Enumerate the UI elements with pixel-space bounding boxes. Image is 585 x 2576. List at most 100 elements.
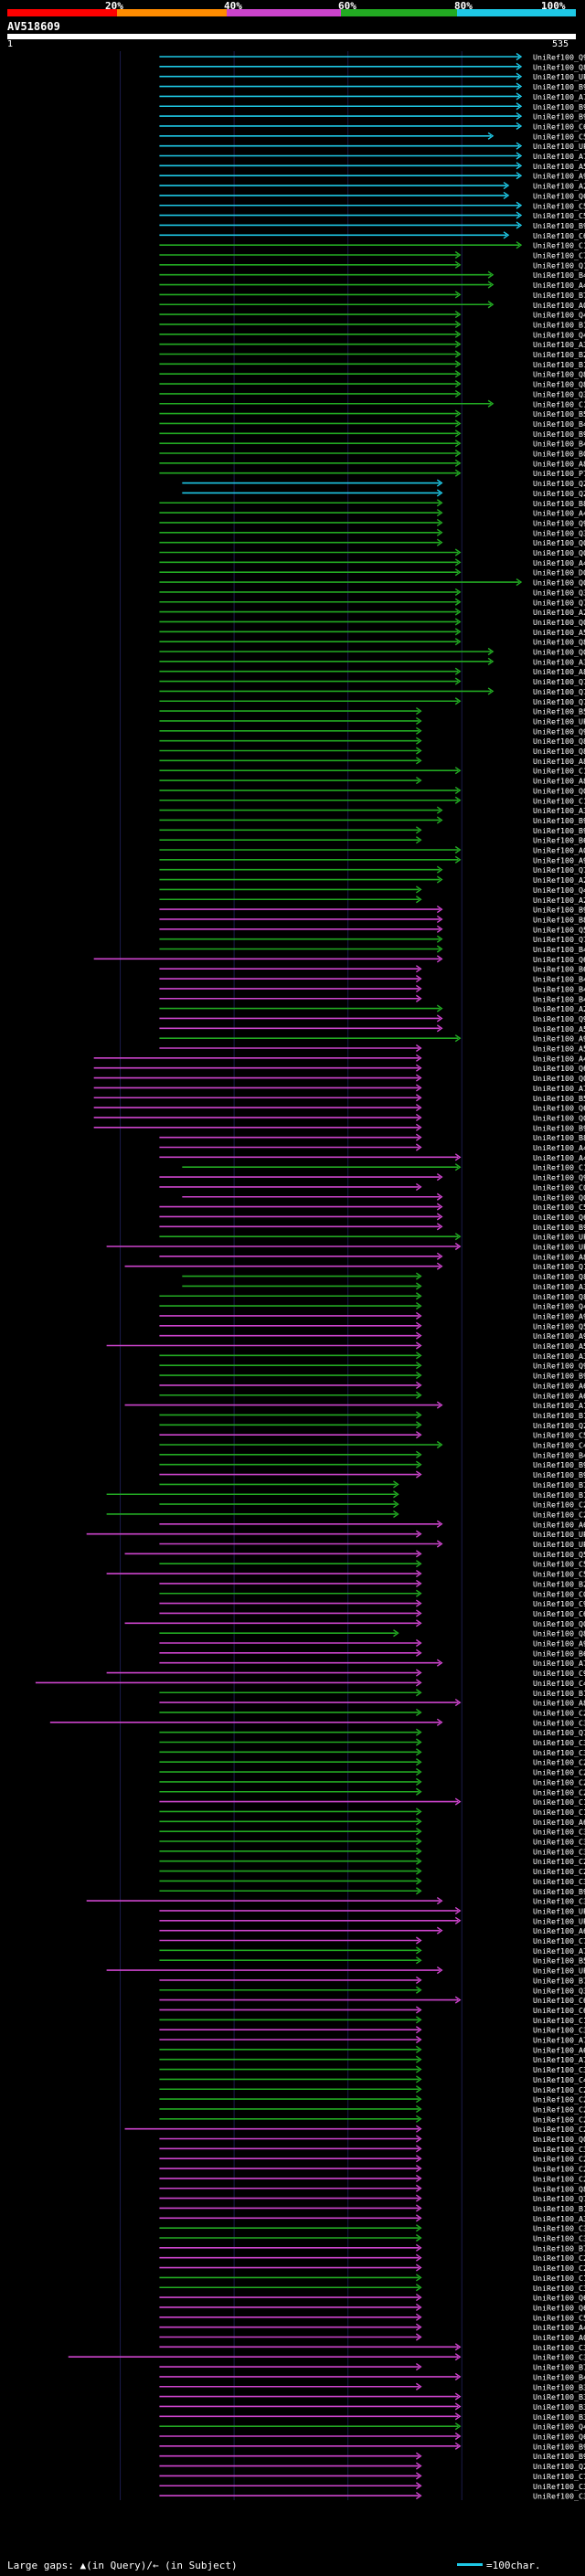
hit-row[interactable]: UniRef100_Q2J8H0 (182, 479, 585, 488)
hit-label[interactable]: UniRef100_UP1000.. (533, 142, 585, 151)
hit-row[interactable]: UniRef100_Q654D3 (159, 191, 585, 200)
hit-label[interactable]: UniRef100_Q6HCW3 (533, 2433, 585, 2442)
hit-row[interactable]: UniRef100_A8IU24 (159, 1252, 585, 1261)
hit-label[interactable]: UniRef100_Q9L2F3 (533, 1014, 585, 1023)
hit-label[interactable]: UniRef100_A1N6Z4 (533, 1401, 585, 1410)
hit-row[interactable]: UniRef100_C3AHW7 (49, 1718, 585, 1727)
hit-label[interactable]: UniRef100_C2Z5A9 (533, 2095, 585, 2104)
hit-row[interactable]: UniRef100_UP1000.. (159, 142, 585, 151)
hit-row[interactable]: UniRef100_A4YGZ9 (159, 281, 585, 290)
hit-label[interactable]: UniRef100_Q7VRB5 (533, 598, 585, 607)
hit-row[interactable]: UniRef100_A4S924 (159, 509, 585, 518)
hit-label[interactable]: UniRef100_Q4C2J4 (533, 330, 585, 339)
hit-label[interactable]: UniRef100_A4IJV1 (533, 2323, 585, 2332)
hit-label[interactable]: UniRef100_Q3ETH3 (533, 1986, 585, 1995)
hit-label[interactable]: UniRef100_Q05YH5 (533, 648, 585, 657)
hit-label[interactable]: UniRef100_C6PZ46 (533, 1996, 585, 2005)
hit-row[interactable]: UniRef100_C3PUR4 (159, 2343, 585, 2352)
hit-row[interactable]: UniRef100_Q4MY31 (159, 2422, 585, 2432)
hit-label[interactable]: UniRef100_C5XKZ1 (533, 211, 585, 220)
hit-row[interactable]: UniRef100_Q62539 (159, 1213, 585, 1222)
hit-label[interactable]: UniRef100_Q60039 (533, 1104, 585, 1113)
hit-row[interactable]: UniRef100_C2S077 (124, 2125, 585, 2134)
hit-row[interactable]: UniRef100_UP1000.. (159, 1916, 585, 1925)
hit-row[interactable]: UniRef100_C5Z315 (159, 201, 585, 210)
hit-row[interactable]: UniRef100_Q5W0B9 (124, 1550, 585, 1559)
hit-row[interactable]: UniRef100_A5GSB0 (159, 1044, 585, 1054)
hit-row[interactable]: UniRef100_C6P231 (159, 2006, 585, 2015)
hit-row[interactable]: UniRef100_A4VV47 (159, 1143, 585, 1152)
hit-label[interactable]: UniRef100_A2CD05 (533, 896, 585, 905)
hit-label[interactable]: UniRef100_A4S924 (533, 509, 585, 518)
hit-row[interactable]: UniRef100_Q4Z1H7 (159, 1302, 585, 1311)
hit-row[interactable]: UniRef100_Q94K61 (159, 1362, 585, 1371)
hit-label[interactable]: UniRef100_A0Z5X1 (533, 846, 585, 855)
hit-row[interactable]: UniRef100_UP1000.. (106, 1243, 585, 1252)
hit-row[interactable]: UniRef100_C3CPZ5 (159, 1748, 585, 1757)
hit-row[interactable]: UniRef100_C3BRW5 (159, 2026, 585, 2035)
hit-row[interactable]: UniRef100_C2YG84 (159, 1758, 585, 1767)
hit-row[interactable]: UniRef100_Q113B1 (159, 260, 585, 270)
hit-row[interactable]: UniRef100_C4CD13 (35, 1679, 585, 1688)
hit-row[interactable]: UniRef100_B9YIM1 (159, 429, 585, 439)
hit-row[interactable]: UniRef100_B8HPL6 (159, 499, 585, 508)
hit-label[interactable]: UniRef100_C3H741 (533, 1738, 585, 1747)
hit-label[interactable]: UniRef100_C1FN28 (533, 1807, 585, 1817)
hit-row[interactable]: UniRef100_Q0AV44 (124, 1619, 585, 1628)
hit-row[interactable]: UniRef100_B4FQD0 (159, 994, 585, 1003)
hit-row[interactable]: UniRef100_C2XZ28 (159, 2085, 585, 2094)
hit-label[interactable]: UniRef100_UP1000.. (533, 1233, 585, 1242)
hit-row[interactable]: UniRef100_A9SS92 (159, 1331, 585, 1341)
hit-row[interactable]: UniRef100_Q8R0X0 (159, 737, 585, 746)
hit-label[interactable]: UniRef100_A5AV14 (533, 162, 585, 171)
hit-label[interactable]: UniRef100_Q9FF45 (533, 53, 585, 62)
hit-label[interactable]: UniRef100_C1EU04 (533, 2274, 585, 2283)
hit-label[interactable]: UniRef100_Q8YSD0 (533, 370, 585, 379)
hit-label[interactable]: UniRef100_A6VN13 (533, 1926, 585, 1935)
hit-label[interactable]: UniRef100_Q3M3W7 (533, 389, 585, 398)
hit-label[interactable]: UniRef100_A6C9N2 (533, 2045, 585, 2054)
hit-label[interactable]: UniRef100_Q46GR0 (533, 885, 585, 895)
hit-row[interactable]: UniRef100_C9MMU1 (159, 1599, 585, 1608)
hit-row[interactable]: UniRef100_B1UNU8 (159, 360, 585, 369)
hit-label[interactable]: UniRef100_Q113B1 (533, 260, 585, 270)
hit-row[interactable]: UniRef100_UP1000.. (159, 716, 585, 726)
hit-row[interactable]: UniRef100_A0RAT7 (159, 2333, 585, 2342)
hit-label[interactable]: UniRef100_A3X3E7 (533, 2214, 585, 2223)
hit-row[interactable]: UniRef100_A9DW45 (159, 1639, 585, 1648)
hit-label[interactable]: UniRef100_A8IU24 (533, 1252, 585, 1261)
hit-row[interactable]: UniRef100_C2TF23 (159, 1867, 585, 1876)
hit-label[interactable]: UniRef100_C2TF23 (533, 1867, 585, 1876)
hit-row[interactable]: UniRef100_A6QF28 (159, 1391, 585, 1400)
hit-label[interactable]: UniRef100_A7PEB4 (533, 1084, 585, 1093)
hit-row[interactable]: UniRef100_C5CQP8 (159, 1431, 585, 1440)
hit-row[interactable]: UniRef100_A2CD05 (159, 896, 585, 905)
hit-row[interactable]: UniRef100_C2BFM1 (106, 1510, 585, 1519)
hit-row[interactable]: UniRef100_Q9FF45 (159, 53, 585, 62)
hit-label[interactable]: UniRef100_Q9PU59 (533, 1173, 585, 1182)
hit-row[interactable]: UniRef100_B8BF77 (159, 1133, 585, 1142)
hit-label[interactable]: UniRef100_D0CL19 (533, 568, 585, 578)
hit-row[interactable]: UniRef100_B6GCM4 (159, 1648, 585, 1658)
hit-row[interactable]: UniRef100_B6T4D5 (159, 965, 585, 974)
hit-row[interactable]: UniRef100_A6VJM8 (159, 1818, 585, 1827)
hit-label[interactable]: UniRef100_Q1PZV3 (533, 1262, 585, 1271)
hit-row[interactable]: UniRef100_C2V1K8 (159, 1500, 585, 1510)
hit-label[interactable]: UniRef100_A4VV19 (533, 1054, 585, 1063)
hit-label[interactable]: UniRef100_B1IL96 (533, 1411, 585, 1420)
hit-row[interactable]: UniRef100_B7LJW4 (159, 1976, 585, 1985)
hit-label[interactable]: UniRef100_A5GJE2 (533, 628, 585, 637)
hit-label[interactable]: UniRef100_A5K2B5 (533, 1341, 585, 1351)
hit-label[interactable]: UniRef100_C7QP99 (533, 251, 585, 260)
hit-label[interactable]: UniRef100_Q7ZZH5 (533, 1728, 585, 1737)
hit-label[interactable]: UniRef100_A3YBP0 (533, 806, 585, 815)
hit-row[interactable]: UniRef100_Q9PU59 (159, 1173, 585, 1182)
hit-row[interactable]: UniRef100_Q2JJP9 (182, 489, 585, 498)
hit-row[interactable]: UniRef100_C2VQ62 (159, 1708, 585, 1717)
hit-row[interactable]: UniRef100_A6H2T7 (159, 1381, 585, 1390)
hit-label[interactable]: UniRef100_C2QFX6 (533, 2115, 585, 2124)
hit-row[interactable]: UniRef100_B9GC35 (159, 102, 585, 111)
hit-label[interactable]: UniRef100_B9QEL9 (533, 816, 585, 825)
hit-label[interactable]: UniRef100_Q0VYK9 (533, 1193, 585, 1202)
hit-label[interactable]: UniRef100_B9A2E3 (533, 1460, 585, 1469)
